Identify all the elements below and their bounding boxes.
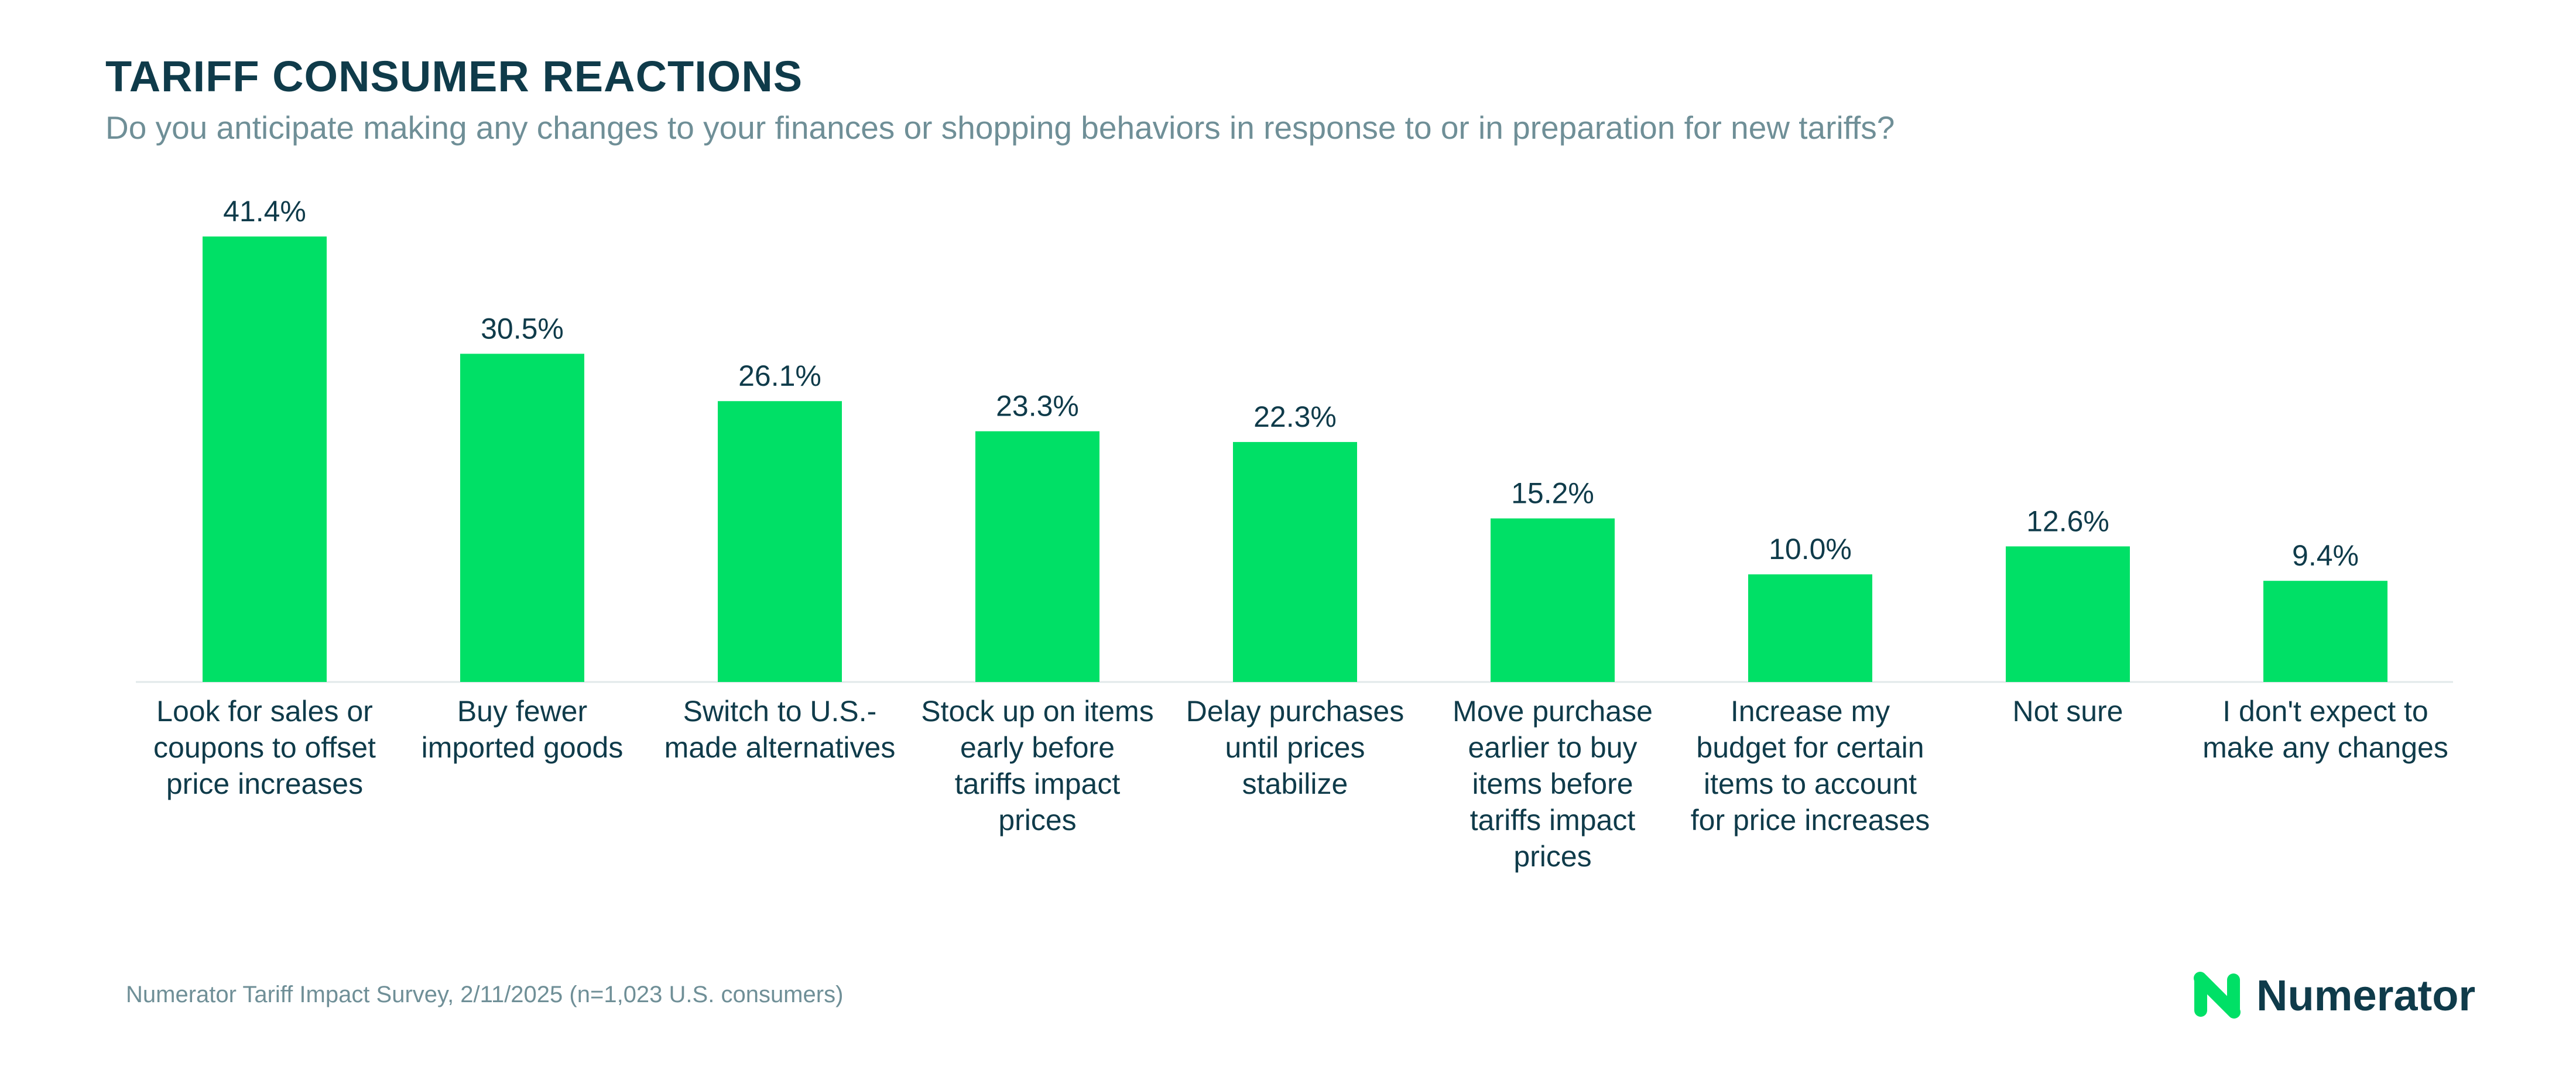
bars-group: [203, 236, 2387, 682]
category-label-2: Buy fewer imported goods: [422, 695, 624, 764]
numerator-n-logo-icon: [2194, 972, 2241, 1019]
chart-subtitle: Do you anticipate making any changes to …: [105, 109, 1895, 146]
bar-4: [975, 431, 1099, 682]
category-label-line: prices: [998, 804, 1076, 837]
category-label-line: early before: [960, 731, 1115, 764]
category-label-line: tariffs impact: [955, 767, 1121, 800]
value-label-1: 41.4%: [223, 195, 306, 228]
category-label-line: imported goods: [422, 731, 624, 764]
category-label-line: make any changes: [2202, 731, 2448, 764]
category-label-1: Look for sales or coupons to offset price …: [153, 695, 376, 800]
value-label-9: 9.4%: [2292, 539, 2359, 572]
value-label-4: 23.3%: [996, 390, 1079, 423]
bar-9: [2263, 581, 2387, 682]
category-label-line: earlier to buy: [1468, 731, 1637, 764]
category-label-line: Move purchase: [1453, 695, 1653, 728]
value-label-5: 22.3%: [1253, 400, 1337, 433]
value-label-6: 15.2%: [1511, 477, 1594, 510]
category-label-line: budget for certain: [1696, 731, 1924, 764]
category-label-line: stabilize: [1242, 767, 1348, 800]
category-label-line: items before: [1472, 767, 1633, 800]
category-label-line: Switch to U.S.-: [683, 695, 877, 728]
category-label-line: for price increases: [1691, 804, 1930, 837]
value-label-8: 12.6%: [2026, 505, 2109, 537]
bar-7: [1748, 574, 1872, 682]
value-label-2: 30.5%: [481, 312, 564, 345]
category-label-9: I don't expect to make any changes: [2202, 695, 2448, 764]
category-label-line: Look for sales or: [156, 695, 373, 728]
source-note: Numerator Tariff Impact Survey, 2/11/202…: [126, 982, 844, 1007]
bar-5: [1233, 442, 1357, 682]
bar-8: [2006, 546, 2130, 682]
chart-title: TARIFF CONSUMER REACTIONS: [105, 52, 803, 101]
bar-2: [460, 354, 584, 682]
logo-wordmark: Numerator: [2256, 971, 2476, 1020]
category-label-8: Not sure: [2013, 695, 2123, 728]
category-label-4: Stock up on items early before tariffs imp…: [921, 695, 1153, 837]
category-label-5: Delay purchases until prices stabilize: [1186, 695, 1404, 800]
category-label-line: Buy fewer: [457, 695, 587, 728]
category-label-7: Increase my budget for certain items to ac…: [1691, 695, 1930, 837]
value-label-3: 26.1%: [738, 359, 821, 392]
category-label-line: Delay purchases: [1186, 695, 1404, 728]
category-label-line: Not sure: [2013, 695, 2123, 728]
bar-6: [1491, 518, 1615, 682]
bar-3: [718, 401, 842, 682]
category-label-line: prices: [1513, 840, 1591, 873]
category-label-line: tariffs impact: [1470, 804, 1636, 837]
category-label-line: items to account: [1704, 767, 1917, 800]
bar-1: [203, 236, 327, 682]
value-labels-group: 41.4% 30.5% 26.1% 23.3% 22.3% 15.2% 10.0% 12.6%…: [223, 195, 2359, 572]
category-label-6: Move purchase earlier to buy items before t…: [1453, 695, 1653, 873]
category-label-3: Switch to U.S.-made alternatives: [664, 695, 896, 764]
category-label-line: Stock up on items: [921, 695, 1153, 728]
category-label-line: until prices: [1225, 731, 1365, 764]
category-labels-group: Look for sales or coupons to offset price …: [153, 695, 2448, 873]
category-label-line: I don't expect to: [2222, 695, 2428, 728]
value-label-7: 10.0%: [1769, 533, 1852, 565]
category-label-line: made alternatives: [664, 731, 896, 764]
category-label-line: Increase my: [1731, 695, 1890, 728]
bar-chart: 41.4% 30.5% 26.1% 23.3% 22.3% 15.2% 10.0% 12.6%…: [136, 195, 2453, 873]
category-label-line: coupons to offset: [153, 731, 376, 764]
category-label-line: price increases: [166, 767, 363, 800]
numerator-logo: Numerator: [2192, 969, 2475, 1021]
